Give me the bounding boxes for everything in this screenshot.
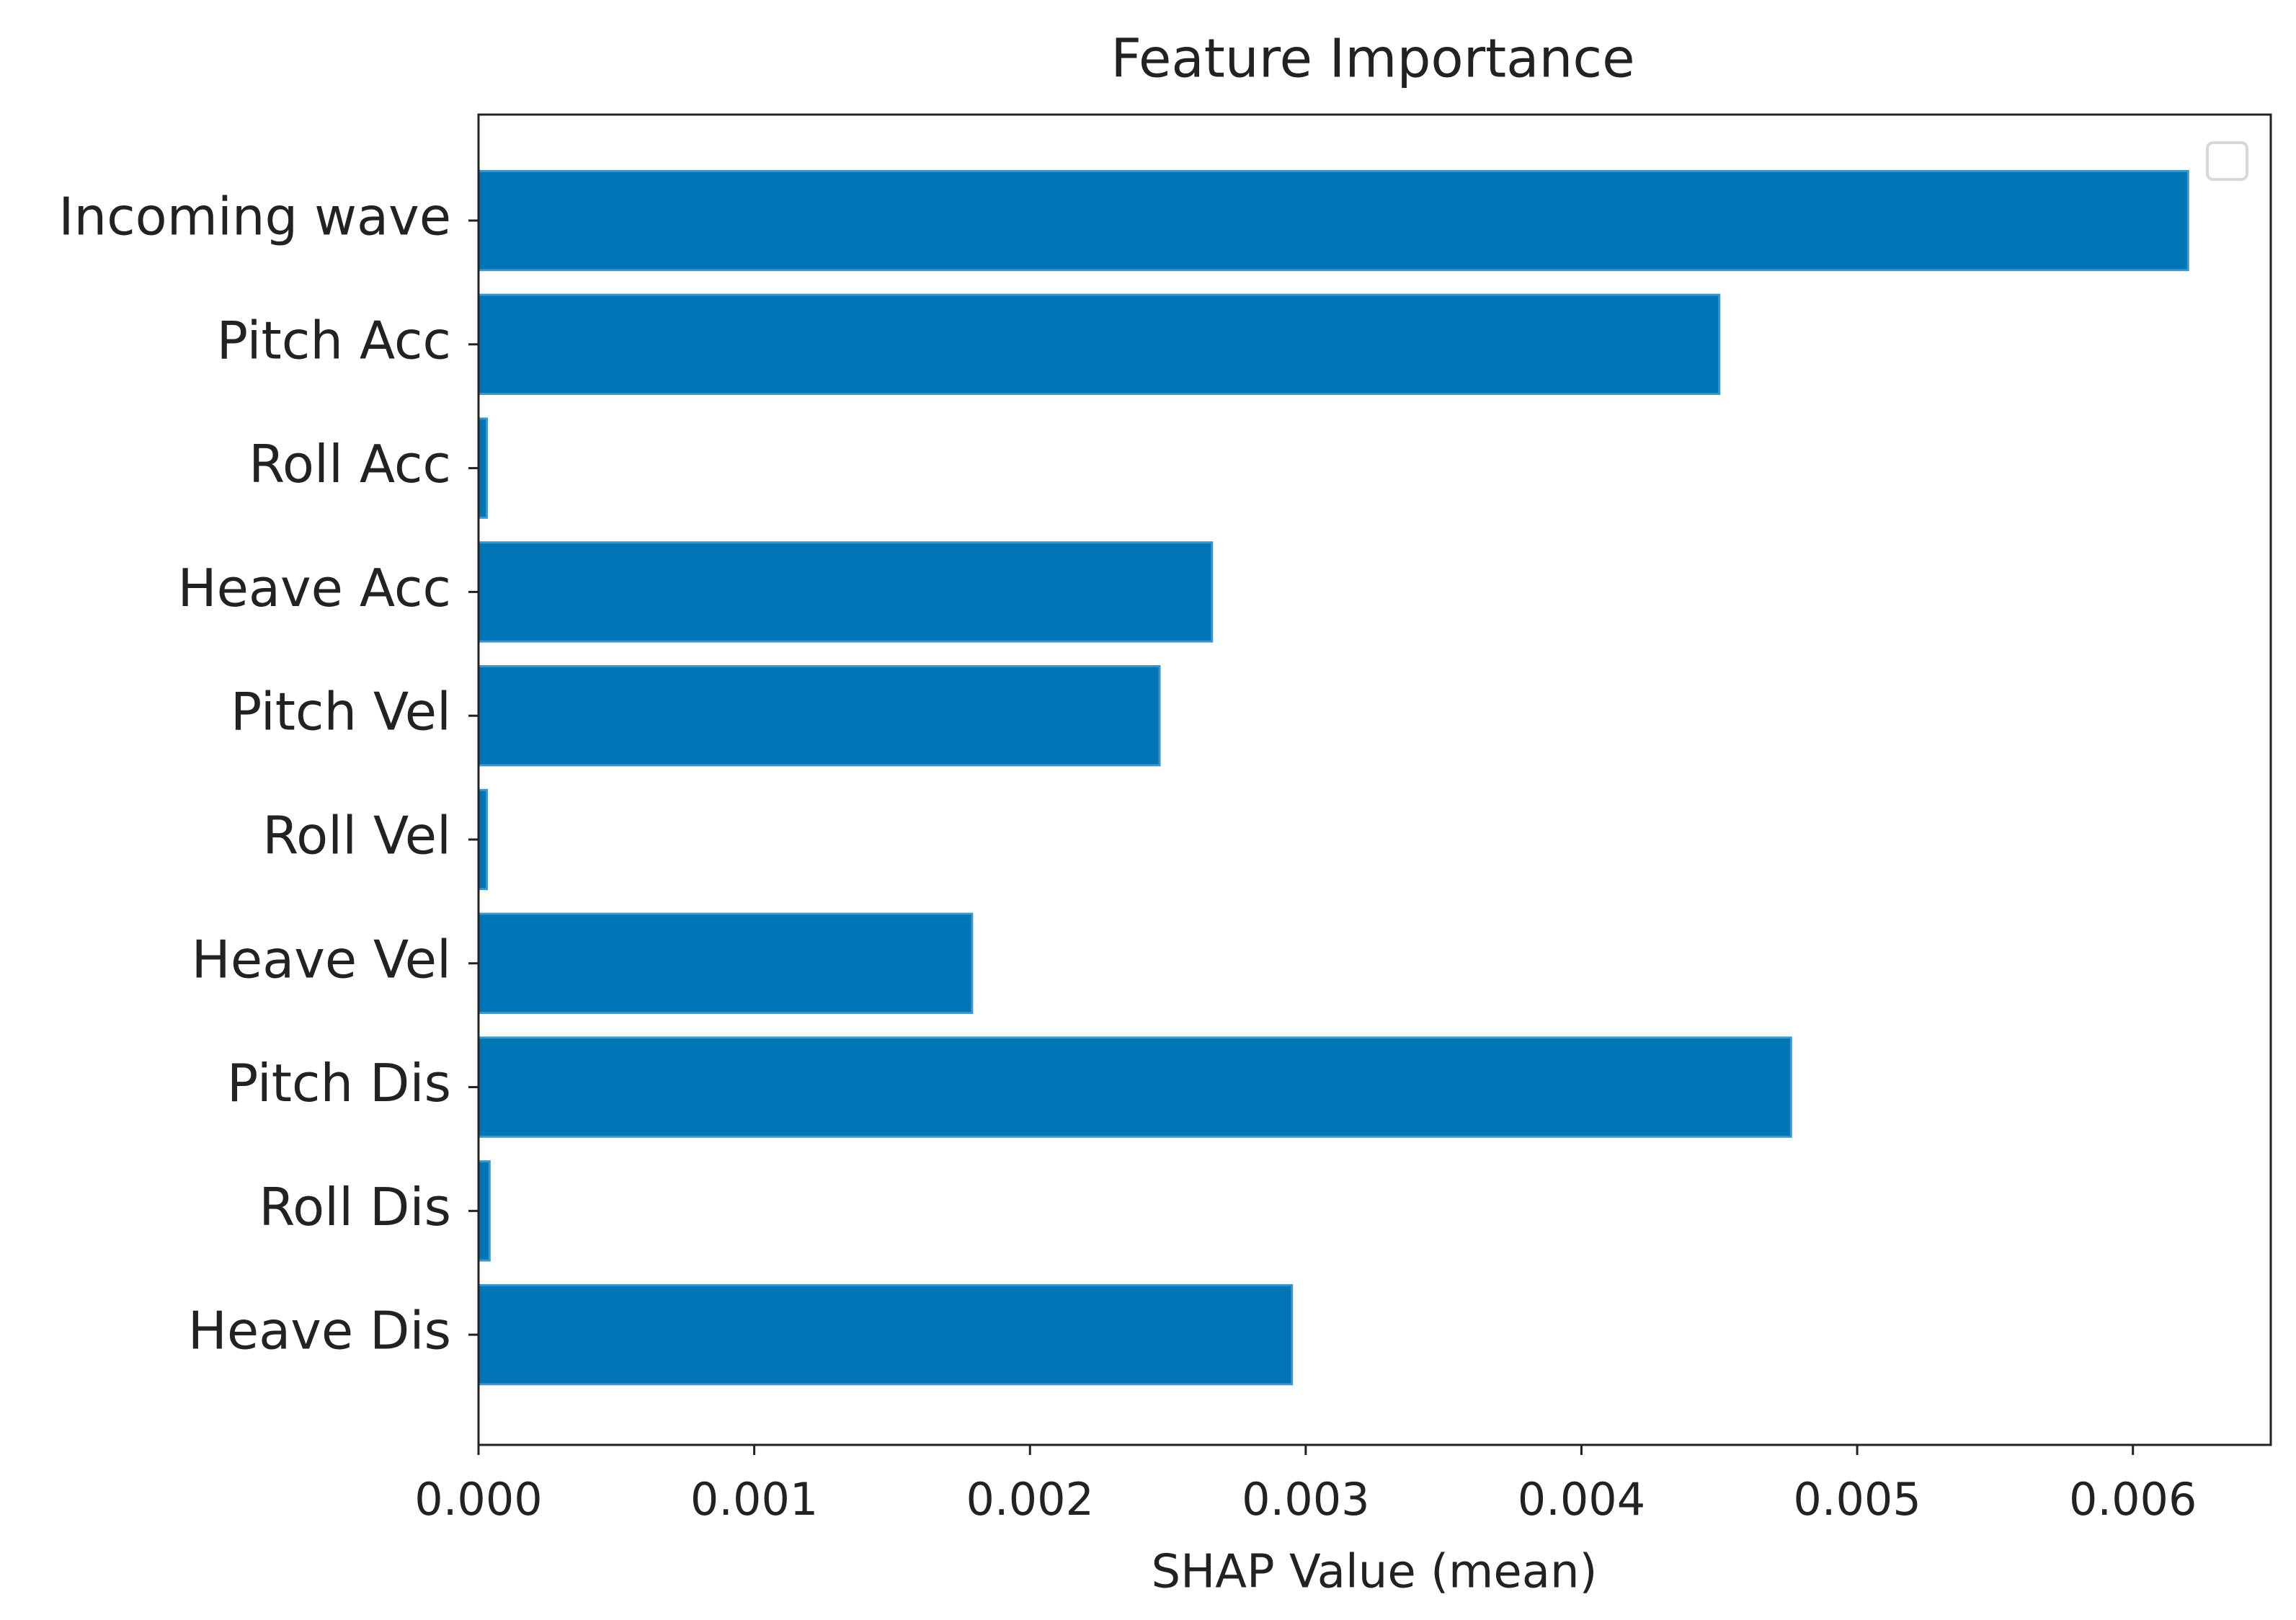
y-tick-label: Incoming wave bbox=[58, 187, 451, 247]
bar bbox=[477, 169, 2189, 272]
bar bbox=[477, 664, 1161, 767]
x-axis-label: SHAP Value (mean) bbox=[1152, 1546, 1598, 1599]
x-tick-label: 0.001 bbox=[690, 1473, 819, 1526]
bar bbox=[477, 788, 488, 891]
y-tick-label: Pitch Vel bbox=[231, 682, 451, 742]
bar bbox=[477, 417, 488, 519]
y-tick-label: Heave Acc bbox=[177, 558, 451, 618]
legend-box bbox=[2206, 141, 2248, 181]
bar bbox=[477, 1283, 1294, 1386]
y-tick-label: Pitch Dis bbox=[227, 1053, 451, 1113]
y-tick-label: Heave Vel bbox=[192, 929, 451, 989]
x-tick-label: 0.002 bbox=[966, 1473, 1094, 1526]
plot-frame bbox=[477, 113, 2272, 1446]
bar bbox=[477, 293, 1721, 396]
bar bbox=[477, 541, 1214, 643]
bar bbox=[477, 912, 974, 1014]
bar bbox=[477, 1036, 1792, 1138]
y-tick-label: Pitch Acc bbox=[217, 310, 451, 370]
chart-title: Feature Importance bbox=[1111, 28, 1634, 90]
x-tick-label: 0.003 bbox=[1242, 1473, 1370, 1526]
bar bbox=[477, 1160, 491, 1262]
x-tick-label: 0.004 bbox=[1518, 1473, 1646, 1526]
x-tick-label: 0.000 bbox=[414, 1473, 543, 1526]
y-tick-label: Roll Acc bbox=[249, 434, 451, 494]
x-tick-label: 0.005 bbox=[1793, 1473, 1921, 1526]
y-tick-label: Roll Vel bbox=[262, 805, 451, 865]
y-tick-label: Heave Dis bbox=[188, 1301, 451, 1361]
x-tick-label: 0.006 bbox=[2069, 1473, 2197, 1526]
y-tick-label: Roll Dis bbox=[259, 1177, 451, 1237]
